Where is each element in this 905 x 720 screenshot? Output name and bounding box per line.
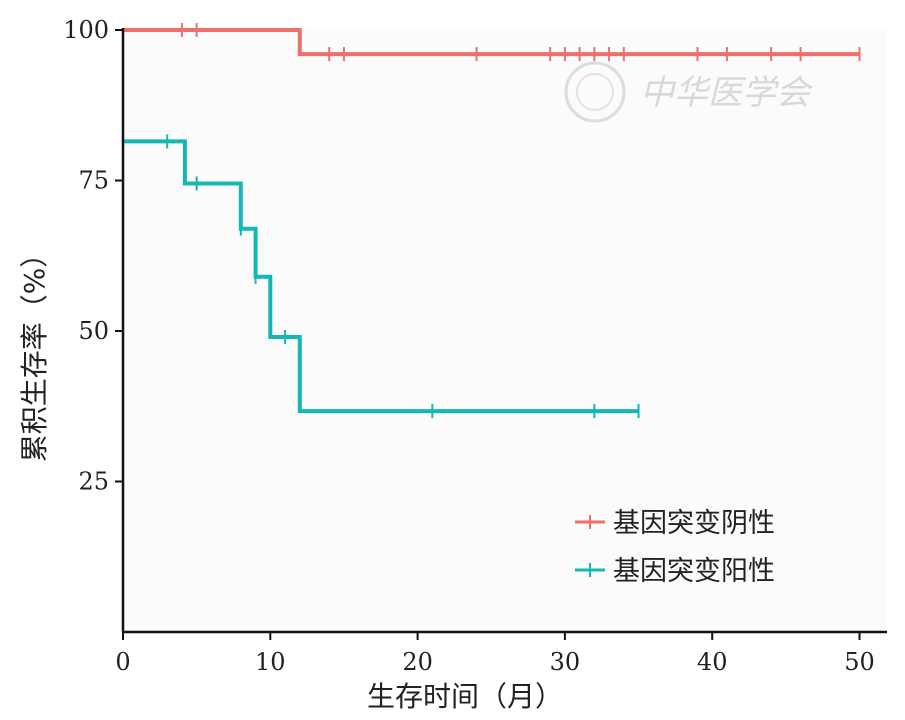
x-tick-label-4: 40 [697,648,728,676]
plot-background [123,30,887,632]
x-tick-label-5: 50 [844,648,875,676]
x-axis-title: 生存时间（月） [367,680,563,713]
watermark-seal-icon [564,61,626,123]
watermark-seal-inner-icon [576,73,614,111]
legend-label-positive: 基因突变阳性 [613,556,775,587]
watermark-text: 中华医学会 [640,73,814,113]
legend-label-negative: 基因突变阴性 [613,508,775,539]
y-tick-label-2: 75 [78,167,109,195]
legend: 基因突变阴性 基因突变阳性 [575,508,775,587]
y-axis-title: 累积生存率（%） [18,240,51,463]
series-line-1 [123,139,639,414]
y-tick-label-1: 50 [78,317,109,345]
x-tick-label-2: 20 [402,648,433,676]
x-tick-label-0: 0 [115,648,130,676]
series-layer [123,23,861,419]
axes-layer: 0 10 20 30 40 50 25 50 75 100 [63,16,887,676]
x-tick-label-1: 10 [255,648,286,676]
x-tick-label-3: 30 [550,648,581,676]
watermark: 中华医学会 [564,61,814,123]
y-tick-label-0: 25 [78,468,109,496]
y-tick-label-3: 100 [63,16,109,44]
